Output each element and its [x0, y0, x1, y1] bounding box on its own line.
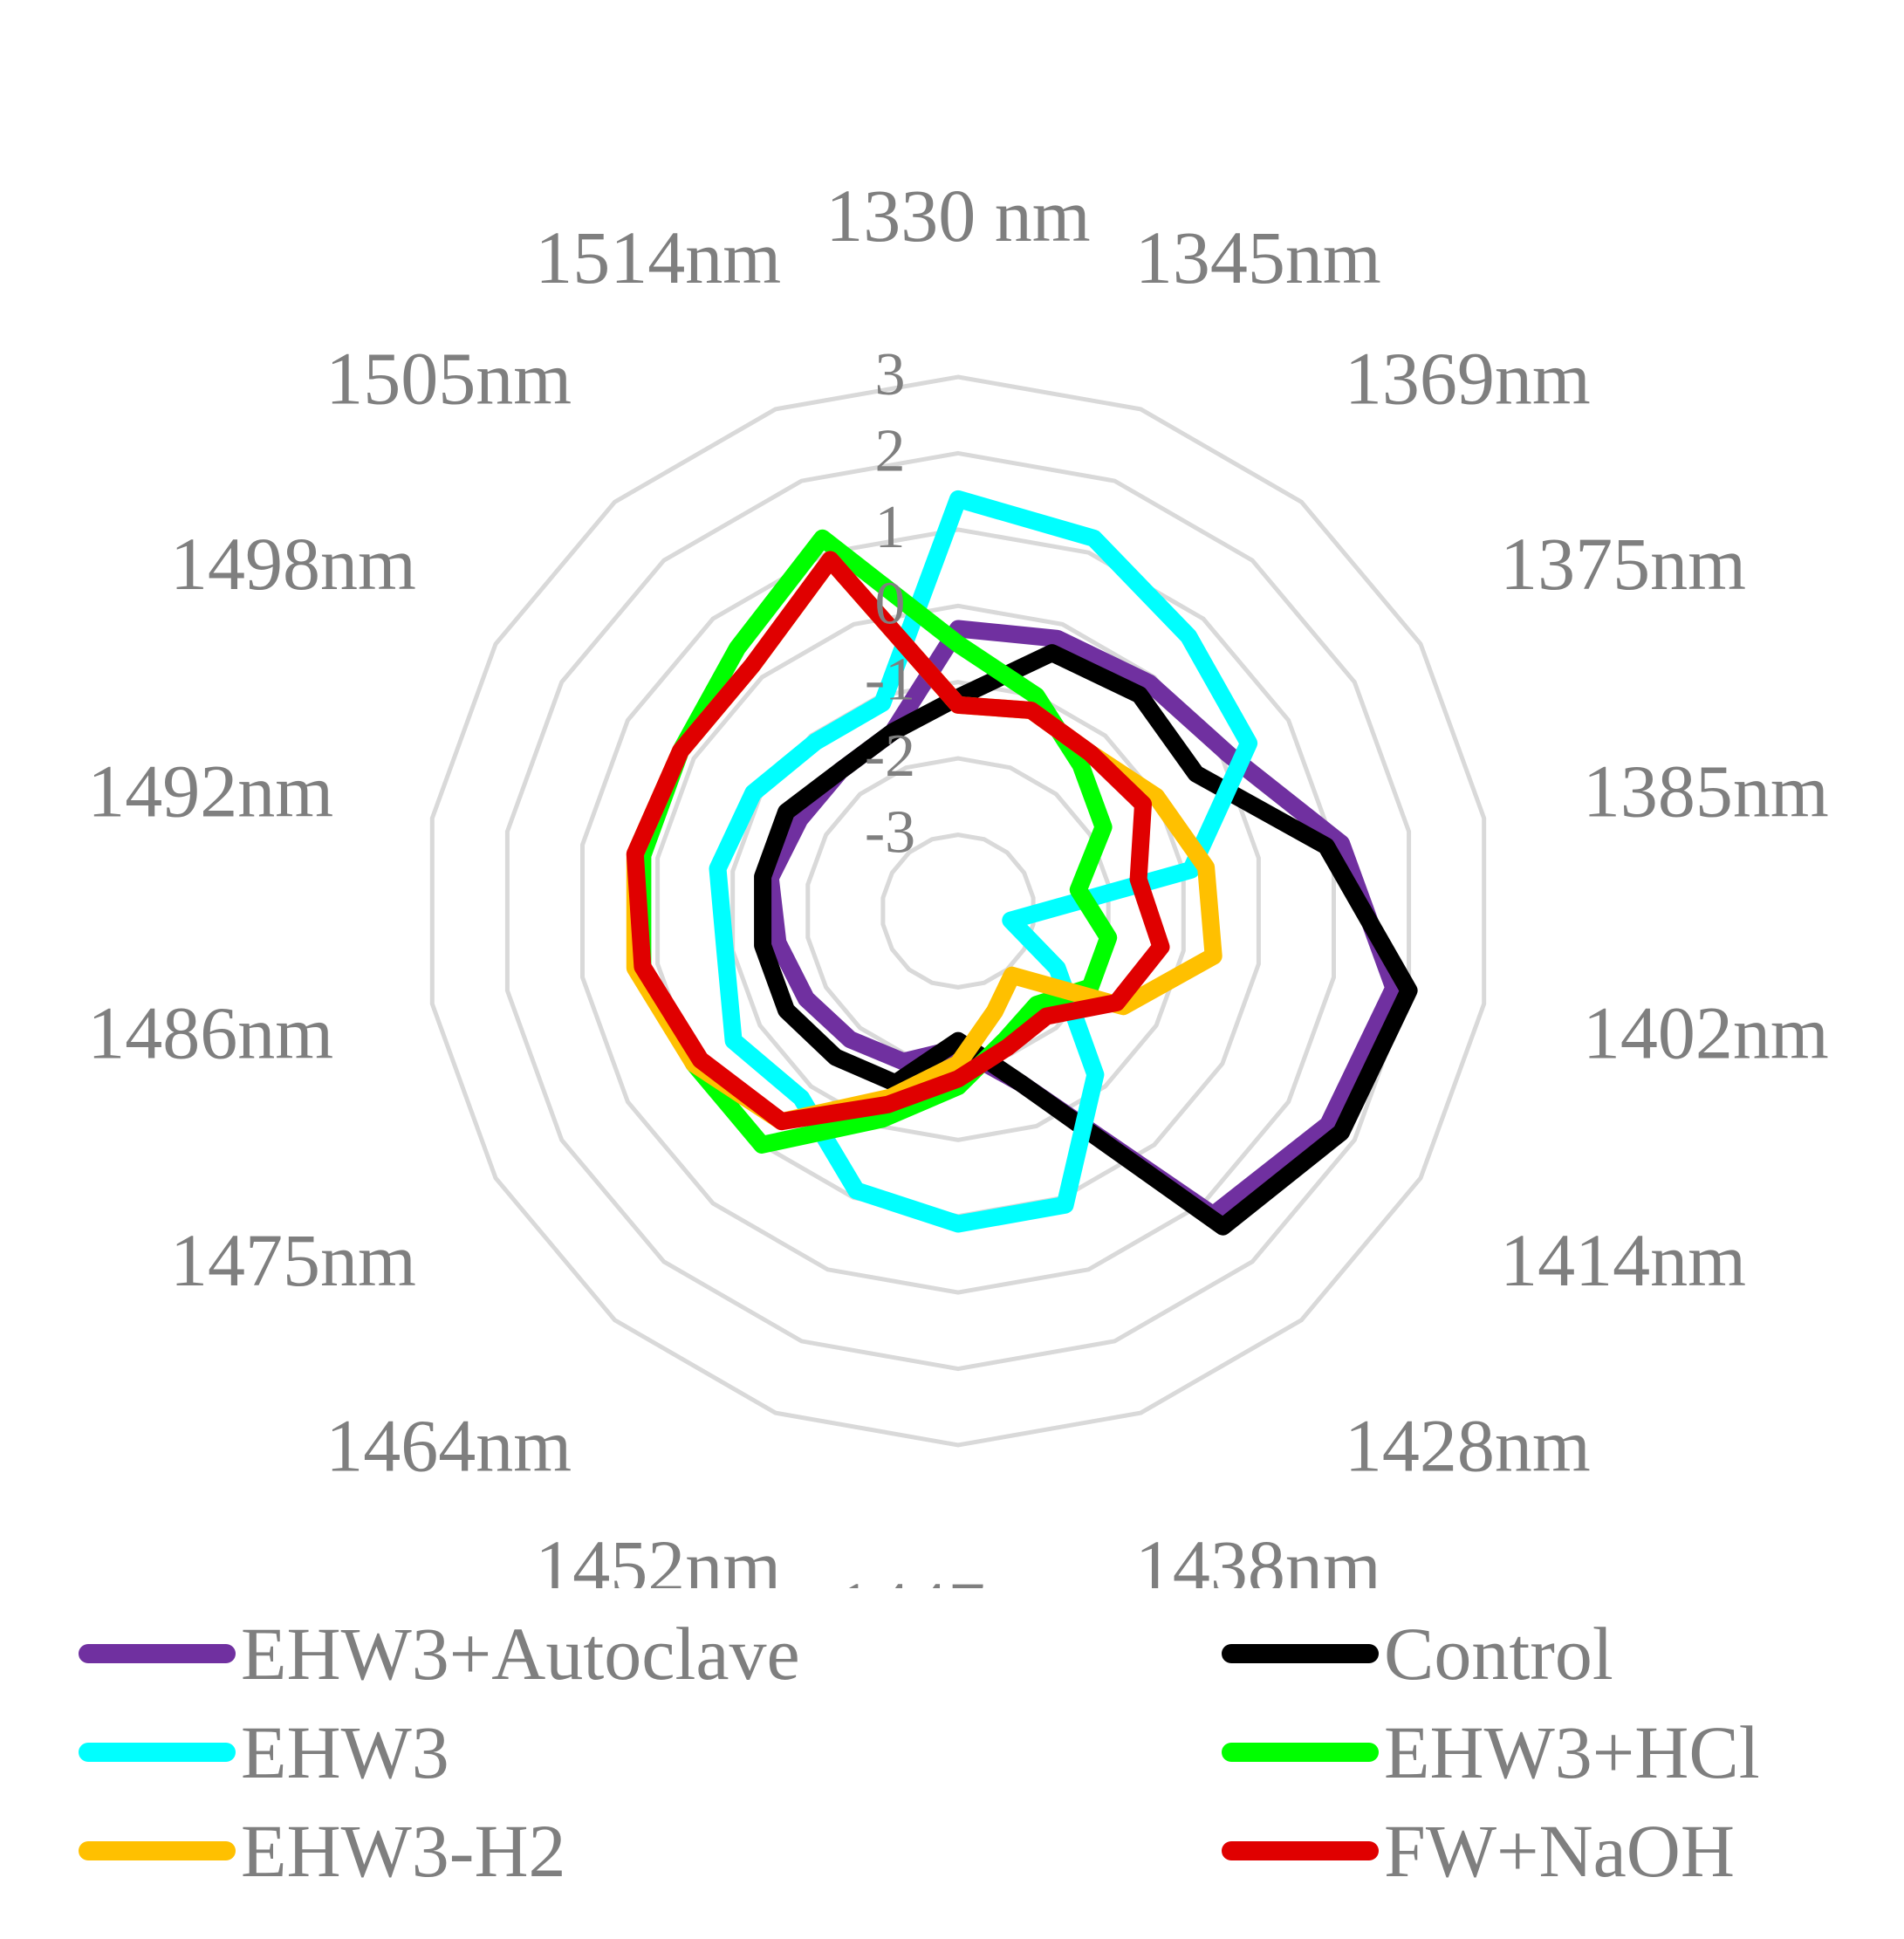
legend-item: Control — [1222, 1606, 1613, 1702]
legend-label: EHW3 — [241, 1710, 449, 1794]
category-label: 1492nm — [87, 749, 333, 832]
legend-swatch — [1222, 1743, 1379, 1762]
tick-label: 1 — [875, 494, 906, 561]
category-label: 1447nm — [835, 1566, 1081, 1588]
legend-swatch — [79, 1841, 236, 1860]
category-label: 1345nm — [1135, 216, 1381, 299]
radar-chart: 3 2 1 0 -1 -2 -3 1330 nm 1345nm 1369nm 1375nm 1385… — [87, 174, 1829, 1588]
series-line — [709, 490, 1258, 1233]
category-label: 1475nm — [170, 1218, 416, 1302]
grid-ring — [580, 527, 1336, 1295]
legend-label: EHW3-H2 — [241, 1809, 566, 1893]
category-label: 1402nm — [1583, 991, 1829, 1075]
category-label: 1452nm — [535, 1524, 781, 1588]
tick-label: 2 — [875, 417, 906, 484]
tick-label: 0 — [875, 570, 906, 637]
category-label: 1514nm — [535, 216, 781, 299]
legend-item: FW+NaOH — [1222, 1803, 1735, 1899]
series-line — [754, 644, 1418, 1236]
legend-item: EHW3 — [79, 1704, 449, 1800]
category-label: 1498nm — [170, 522, 416, 606]
legend: EHW3+Autoclave Control EHW3 EHW3+HCl EHW3-H2… — [0, 1606, 1904, 1937]
legend-item: EHW3+HCl — [1222, 1704, 1760, 1800]
tick-label: 3 — [875, 341, 906, 408]
category-label: 1375nm — [1500, 522, 1746, 606]
category-label: 1464nm — [325, 1403, 572, 1487]
grid-ring — [880, 832, 1036, 990]
legend-label: EHW3+Autoclave — [241, 1612, 800, 1696]
grid-ring — [504, 450, 1412, 1372]
category-label: 1385nm — [1583, 749, 1829, 832]
legend-label: Control — [1384, 1612, 1613, 1696]
radial-ticks: 3 2 1 0 -1 -2 -3 — [865, 341, 915, 867]
category-label: 1505nm — [325, 337, 572, 421]
legend-swatch — [1222, 1841, 1379, 1860]
category-label: 1486nm — [87, 991, 333, 1075]
category-label: 1369nm — [1345, 337, 1591, 421]
category-label: 1428nm — [1345, 1403, 1591, 1487]
legend-label: FW+NaOH — [1384, 1809, 1735, 1893]
tick-label: -3 — [865, 799, 915, 867]
category-label: 1414nm — [1500, 1218, 1746, 1302]
series-line — [626, 551, 1170, 1131]
tick-label: -1 — [865, 647, 915, 714]
radar-series — [626, 490, 1418, 1236]
legend-swatch — [1222, 1644, 1379, 1663]
legend-swatch — [79, 1644, 236, 1663]
legend-item: EHW3+Autoclave — [79, 1606, 800, 1702]
tick-label: -2 — [865, 723, 915, 790]
legend-label: EHW3+HCl — [1384, 1710, 1760, 1794]
legend-swatch — [79, 1743, 236, 1762]
category-label: 1330 nm — [825, 174, 1090, 257]
legend-item: EHW3-H2 — [79, 1803, 566, 1899]
grid-ring — [429, 374, 1487, 1448]
radar-grid — [429, 374, 1487, 1448]
category-label: 1438nm — [1135, 1524, 1381, 1588]
category-labels: 1330 nm 1345nm 1369nm 1375nm 1385nm 1402nm 141… — [87, 174, 1829, 1588]
